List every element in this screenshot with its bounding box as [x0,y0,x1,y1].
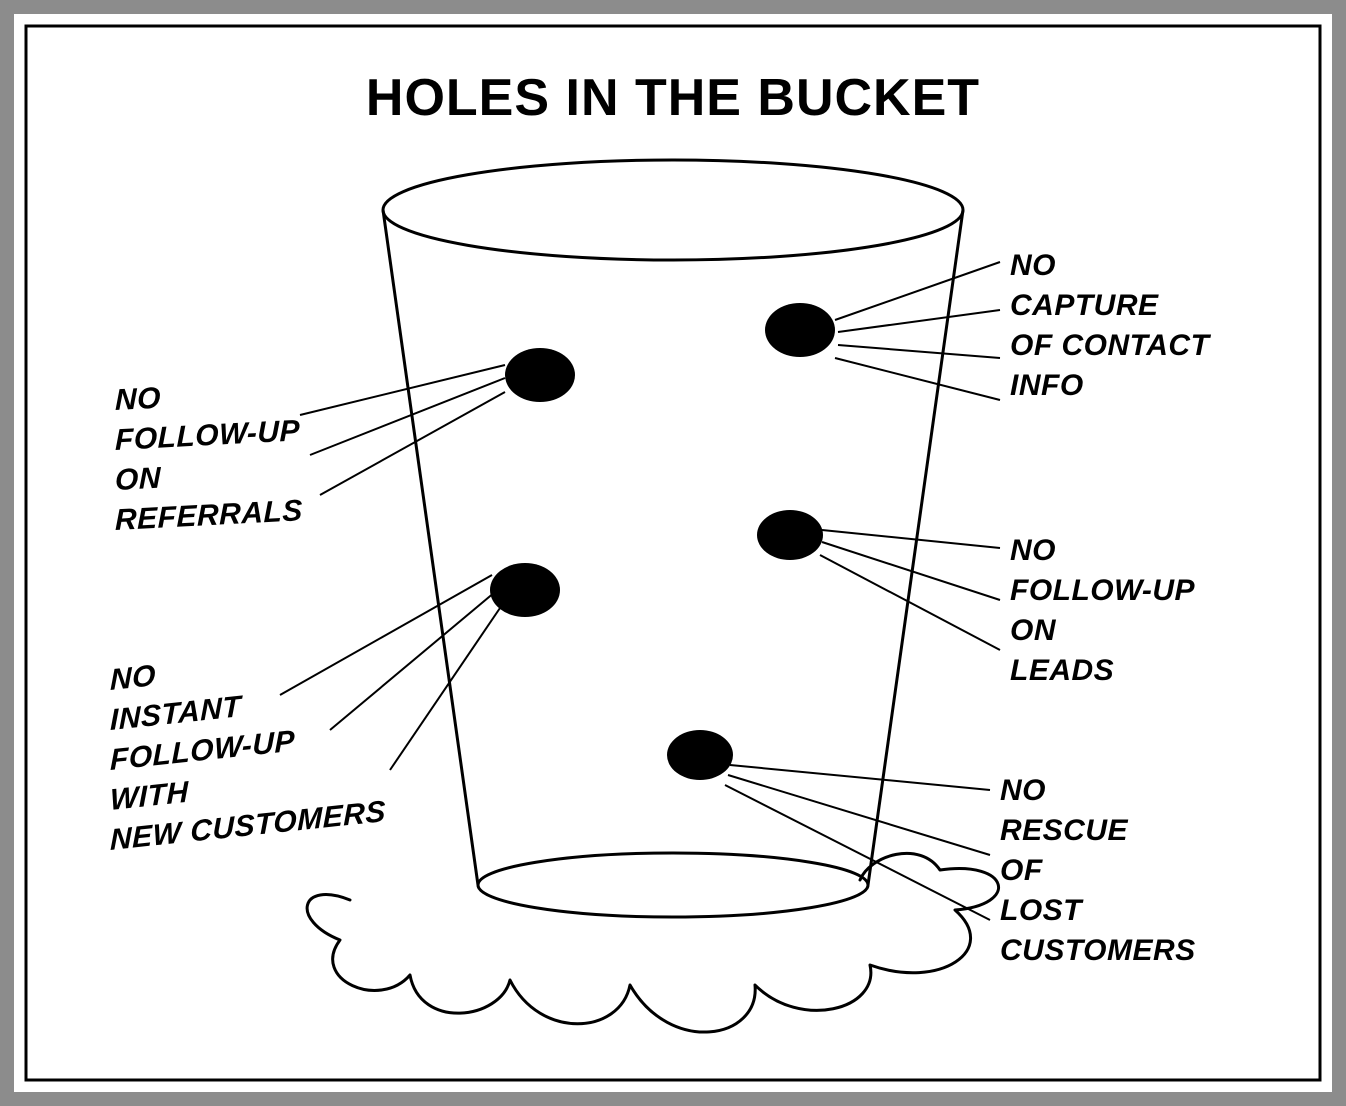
hole-contactinfo: hole-contactinfo [765,303,835,357]
diagram-title: HOLES IN THE BUCKET [366,69,980,127]
hole-referrals: hole-referrals [505,348,575,402]
diagram-frame: HOLES IN THE BUCKEThole-referralshole-ne… [0,0,1346,1106]
label-referrals-line-0: NO [115,382,161,417]
label-leads-line-1: FOLLOW-UP [1010,574,1196,607]
label-newcust-line-0: NO [110,659,156,697]
label-leads-line-2: ON [1010,614,1057,647]
label-lostcust-line-3: LOST [1000,894,1084,927]
bucket-diagram-svg: HOLES IN THE BUCKEThole-referralshole-ne… [0,0,1346,1106]
label-referrals-line-2: ON [115,462,162,497]
label-lostcust-line-2: OF [1000,854,1043,887]
label-leads-line-0: NO [1010,534,1056,567]
label-contactinfo-line-0: NO [1010,249,1056,282]
label-lostcust-line-1: RESCUE [1000,814,1129,847]
label-contactinfo-line-2: OF CONTACT [1010,329,1212,362]
label-contactinfo-line-1: CAPTURE [1010,289,1159,322]
label-lostcust-line-0: NO [1000,774,1046,807]
label-contactinfo-line-3: INFO [1010,369,1084,402]
hole-lostcust: hole-lostcust [667,730,733,780]
label-leads-line-3: LEADS [1010,654,1114,687]
hole-leads: hole-leads [757,510,823,560]
label-lostcust-line-4: CUSTOMERS [1000,934,1196,967]
